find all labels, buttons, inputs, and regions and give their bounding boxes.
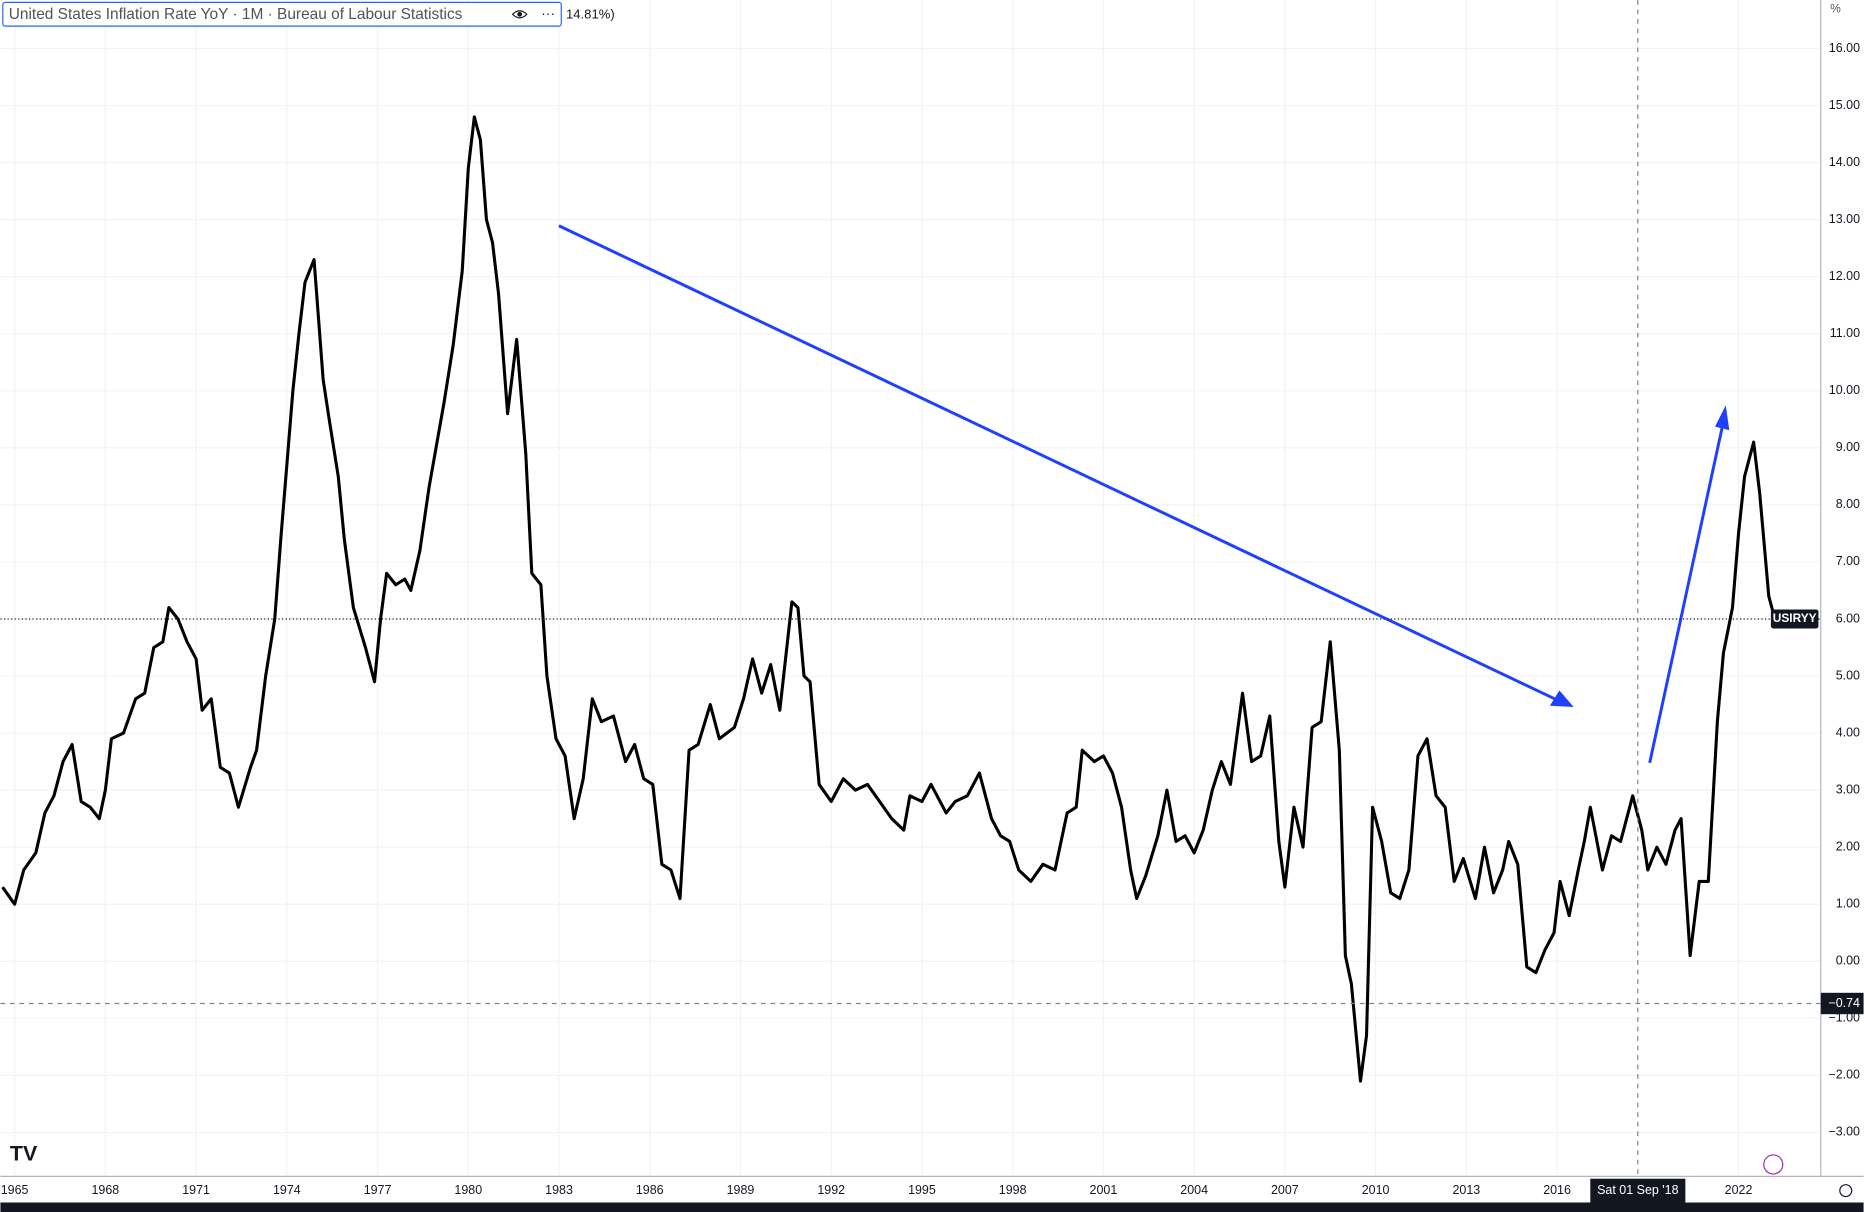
- x-tick-label: 2010: [1362, 1183, 1390, 1197]
- last-value-label: USIRYY: [1773, 611, 1817, 625]
- y-tick-label: 14.00: [1829, 155, 1860, 169]
- crosshair-y-badge: [1820, 992, 1864, 1015]
- y-tick-label: −3.00: [1828, 1125, 1860, 1139]
- x-tick-label: 2001: [1090, 1183, 1118, 1197]
- y-tick-label: 9.00: [1836, 440, 1860, 454]
- y-tick-label: 11.00: [1830, 326, 1860, 340]
- y-unit: %: [1830, 2, 1841, 16]
- x-tick-label: 1980: [454, 1183, 482, 1197]
- x-tick-label: 1995: [908, 1183, 936, 1197]
- x-tick-label: 2022: [1725, 1183, 1753, 1197]
- y-tick-label: 3.00: [1836, 782, 1860, 796]
- x-tick-label: 1971: [182, 1183, 210, 1197]
- x-tick-label: 1983: [545, 1183, 573, 1197]
- x-tick-label: 1998: [999, 1183, 1027, 1197]
- y-tick-label: −2.00: [1828, 1068, 1860, 1082]
- y-tick-label: 7.00: [1836, 554, 1860, 568]
- crosshair-y-label: −0.74: [1828, 996, 1860, 1010]
- y-tick-label: 6.00: [1836, 611, 1860, 625]
- y-tick-label: 12.00: [1829, 269, 1860, 283]
- y-tick-label: 8.00: [1836, 497, 1860, 511]
- crosshair-x-badge: [1590, 1178, 1686, 1203]
- more-icon[interactable]: ···: [541, 6, 555, 22]
- data-line: [1, 115, 1777, 1083]
- y-tick-label: 10.00: [1829, 383, 1860, 397]
- grid: [0, 0, 1821, 1177]
- y-tick-label: 5.00: [1836, 668, 1860, 682]
- y-tick-label: 16.00: [1829, 41, 1860, 55]
- arrow-head: [1715, 405, 1730, 431]
- overlay: [0, 0, 1821, 1177]
- x-tick-label: 1992: [817, 1183, 845, 1197]
- lightning-icon[interactable]: [1763, 1154, 1784, 1175]
- crosshair-x-label: Sat 01 Sep '18: [1597, 1183, 1678, 1197]
- y-tick-label: 1.00: [1836, 897, 1860, 911]
- y-tick-label: 0.00: [1836, 954, 1860, 968]
- x-tick-label: 1986: [636, 1183, 664, 1197]
- logo[interactable]: TV: [10, 1142, 38, 1166]
- x-tick-label: 1965: [1, 1183, 29, 1197]
- x-tick-label: 2013: [1452, 1183, 1480, 1197]
- x-tick-label: 1989: [727, 1183, 755, 1197]
- eye-icon[interactable]: [511, 10, 528, 19]
- arrow-head: [1549, 690, 1574, 707]
- legend-value: 14.81%): [566, 6, 615, 21]
- bottom-bar: [0, 1202, 1864, 1212]
- x-tick-label: 1968: [91, 1183, 119, 1197]
- y-tick-label: 13.00: [1829, 212, 1860, 226]
- y-tick-label: 15.00: [1829, 98, 1860, 112]
- trend-arrow-up: [1648, 421, 1725, 764]
- settings-icon[interactable]: [1839, 1184, 1853, 1198]
- x-tick-label: 2007: [1271, 1183, 1299, 1197]
- trend-arrow-down: [558, 224, 1561, 703]
- last-value-badge: [1770, 609, 1819, 629]
- x-tick-label: 2016: [1543, 1183, 1571, 1197]
- x-tick-label: 1977: [364, 1183, 392, 1197]
- legend-box[interactable]: [2, 1, 562, 27]
- y-tick-label: 2.00: [1836, 839, 1860, 853]
- eye-icon-pupil: [517, 11, 523, 17]
- legend-title: United States Inflation Rate YoY · 1M · …: [9, 6, 463, 23]
- y-tick-label: 4.00: [1836, 725, 1860, 739]
- x-tick-label: 1974: [273, 1183, 301, 1197]
- x-tick-label: 2004: [1180, 1183, 1208, 1197]
